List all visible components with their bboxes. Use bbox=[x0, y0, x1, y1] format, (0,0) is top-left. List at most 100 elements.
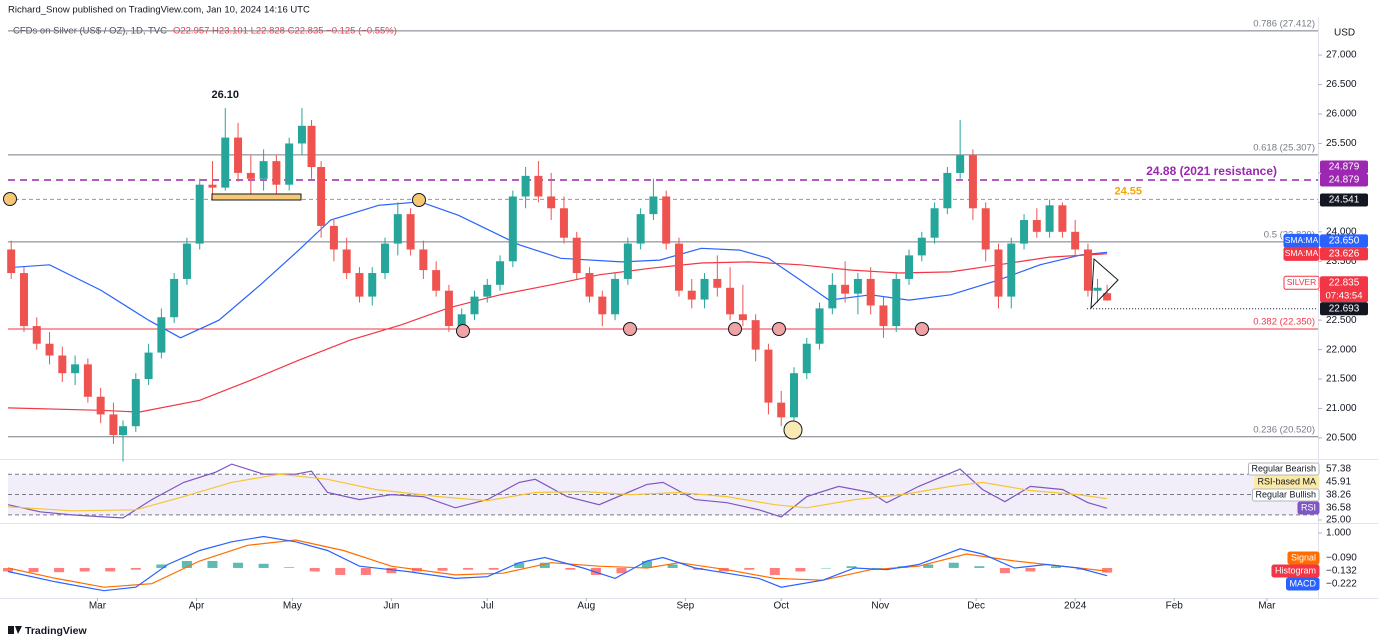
histogram-bar bbox=[872, 567, 883, 569]
x-tick-label: Apr bbox=[189, 601, 205, 612]
level-label: 24.55 bbox=[1114, 185, 1142, 197]
histogram-bar bbox=[488, 567, 499, 570]
tag-name: RSI-based MA bbox=[1257, 476, 1316, 486]
price-tag bbox=[1320, 160, 1368, 174]
tag-value: −0.132 bbox=[1326, 566, 1357, 577]
histogram-bar bbox=[258, 563, 269, 568]
histogram-bar bbox=[105, 567, 116, 572]
plot: 20.50021.00021.50022.00022.50023.00023.5… bbox=[3, 18, 1368, 612]
tag-name-box bbox=[1297, 501, 1320, 515]
tag-name-box bbox=[1253, 475, 1320, 489]
candle-body bbox=[272, 161, 281, 185]
candle-body bbox=[221, 137, 230, 188]
tag-name-box bbox=[1247, 462, 1320, 476]
candle-body bbox=[726, 287, 735, 315]
logo-mark bbox=[8, 626, 14, 634]
histogram-bar bbox=[948, 562, 959, 568]
price-tag-label: 22.835 bbox=[1329, 277, 1360, 288]
candle-body bbox=[83, 364, 92, 397]
drawings bbox=[3, 192, 1119, 440]
y-tick-label: 23.500 bbox=[1326, 256, 1357, 267]
x-tick-label: May bbox=[283, 601, 302, 612]
frame bbox=[0, 18, 1378, 599]
tag-value: −0.090 bbox=[1326, 553, 1357, 564]
x-tick-label: Jun bbox=[383, 601, 399, 612]
y-tick-label: 20.500 bbox=[1326, 433, 1357, 444]
candle-body bbox=[917, 237, 926, 256]
histogram-bar bbox=[744, 567, 755, 570]
price-tag-label: 23.626 bbox=[1329, 248, 1360, 259]
candle-body bbox=[1058, 205, 1067, 232]
histogram-bar bbox=[207, 560, 218, 568]
candle-body bbox=[1093, 287, 1102, 291]
candle-body bbox=[496, 261, 505, 285]
histogram-bar bbox=[923, 564, 934, 568]
candle-body bbox=[751, 320, 760, 350]
histogram-bar bbox=[181, 560, 192, 568]
candle-body bbox=[419, 249, 428, 271]
candle-body bbox=[1103, 293, 1112, 301]
tag-name: Signal bbox=[1291, 552, 1316, 562]
candle-body bbox=[195, 184, 204, 244]
candle-body bbox=[45, 343, 54, 356]
candle-body bbox=[853, 278, 862, 294]
x-tick-label: Jul bbox=[481, 601, 494, 612]
candle-body bbox=[547, 196, 556, 209]
candle-body bbox=[879, 305, 888, 327]
candle-body bbox=[342, 249, 351, 274]
candle-body bbox=[777, 402, 786, 418]
marker bbox=[728, 322, 742, 336]
price-tag-name-box bbox=[1283, 246, 1320, 261]
candle-body bbox=[994, 249, 1003, 297]
candle-body bbox=[738, 314, 747, 321]
candle-body bbox=[393, 214, 402, 244]
histogram-bar bbox=[335, 567, 346, 575]
candle-body bbox=[687, 290, 696, 300]
candle-body bbox=[534, 175, 543, 197]
y-tick-label: 25.500 bbox=[1326, 138, 1357, 149]
price-tag-name: SMA:MA bbox=[1285, 235, 1319, 245]
marker bbox=[915, 322, 929, 336]
histogram-bar bbox=[3, 567, 13, 572]
histogram-bar bbox=[309, 567, 320, 572]
histogram-bar bbox=[1102, 567, 1113, 573]
candle-body bbox=[131, 379, 140, 427]
y-tick-label: 21.500 bbox=[1326, 374, 1357, 385]
y-tick-label: 22.000 bbox=[1326, 344, 1357, 355]
candle-body bbox=[307, 125, 316, 168]
price-tag-label: 24.879 bbox=[1329, 175, 1360, 186]
histogram-bar bbox=[54, 567, 65, 573]
tag-value: −0.222 bbox=[1326, 579, 1357, 590]
histogram-bar bbox=[565, 567, 576, 570]
publisher: Richard_Snow published on TradingView.co… bbox=[8, 5, 310, 16]
histogram-bar bbox=[974, 566, 985, 568]
histogram-bar bbox=[820, 567, 831, 569]
histogram-bar bbox=[769, 567, 780, 575]
level-label: 0.786 (27.412) bbox=[1253, 18, 1315, 29]
candle-body bbox=[905, 255, 914, 279]
x-tick-label: Aug bbox=[577, 601, 595, 612]
candle-body bbox=[892, 278, 901, 327]
histogram-bar bbox=[28, 567, 39, 573]
moving-average bbox=[7, 253, 1108, 413]
candle-body bbox=[317, 167, 326, 226]
tag-name: Regular Bullish bbox=[1255, 489, 1316, 499]
candle-body bbox=[930, 208, 939, 238]
level-label: 0.382 (22.350) bbox=[1253, 317, 1315, 328]
histogram-bar bbox=[1051, 566, 1061, 568]
marker bbox=[412, 193, 426, 207]
candle-body bbox=[19, 273, 28, 327]
candle-body bbox=[355, 273, 364, 297]
y-tick-label: 27.000 bbox=[1326, 50, 1357, 61]
price-tag bbox=[1320, 276, 1368, 303]
candle-body bbox=[674, 243, 683, 291]
moving-average bbox=[7, 201, 1108, 339]
tag-name-box bbox=[1251, 488, 1320, 502]
candle-body bbox=[559, 208, 568, 238]
histogram-bar bbox=[642, 560, 653, 568]
tag-value: 36.58 bbox=[1326, 503, 1351, 514]
histogram-bar bbox=[539, 562, 550, 568]
candle-body bbox=[1007, 243, 1016, 297]
level-label: 0.236 (20.520) bbox=[1253, 424, 1315, 435]
candle-body bbox=[58, 355, 67, 374]
